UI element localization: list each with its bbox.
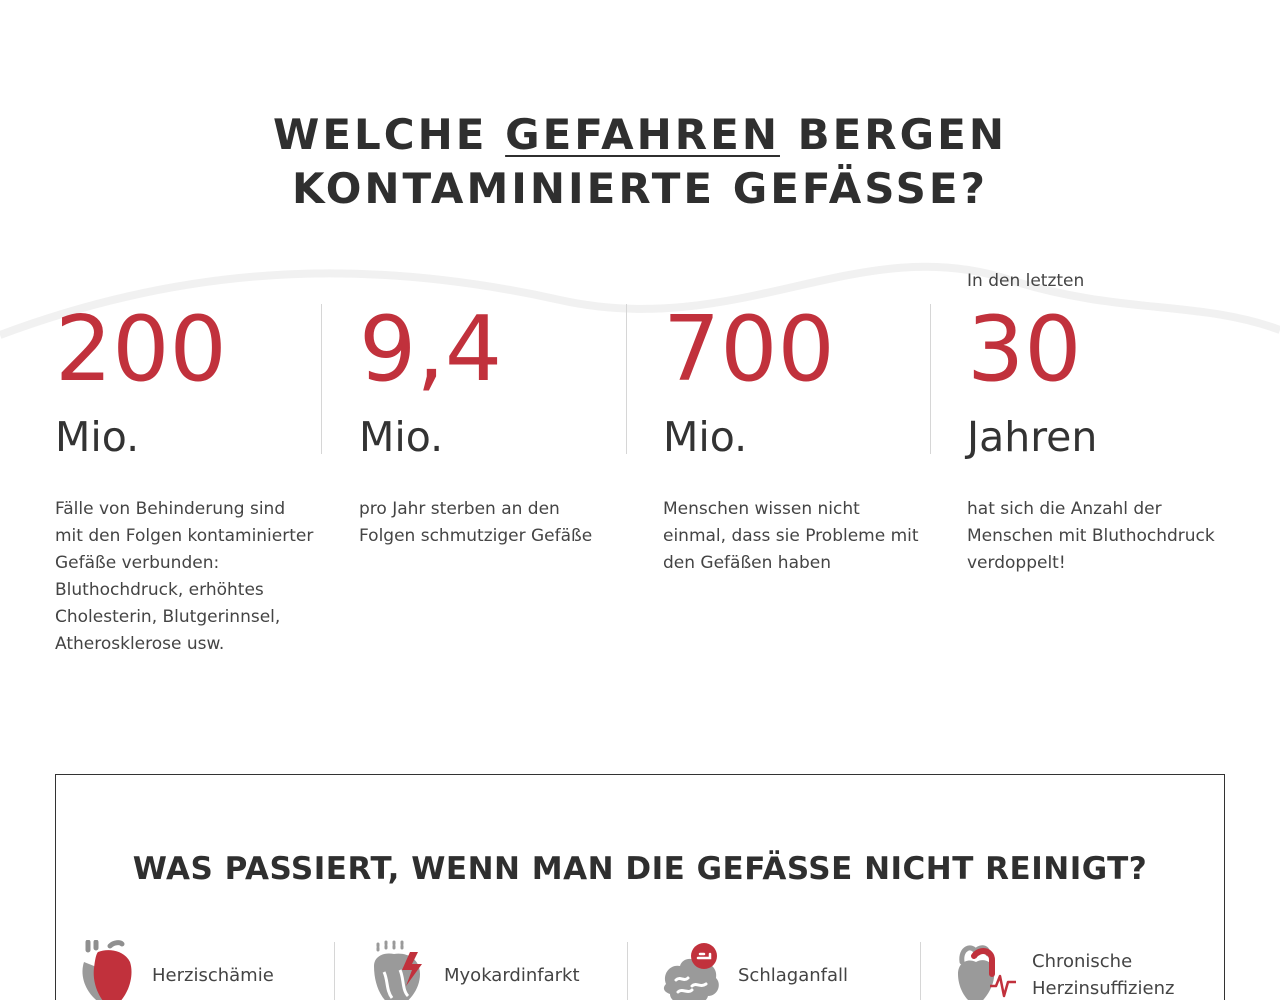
disease-label: Herzischämie xyxy=(152,964,274,986)
stat-number: 30 xyxy=(967,297,1082,402)
stat-description: Fälle von Behinderung sind mit den Folge… xyxy=(55,499,314,654)
stat-description: Menschen wissen nicht einmal, dass sie P… xyxy=(663,499,919,573)
stat-prefix: In den letzten xyxy=(967,271,1085,291)
stat-number: 200 xyxy=(55,297,227,402)
disease-label: Schlaganfall xyxy=(738,964,848,986)
title-emphasis: GEFAHREN xyxy=(505,110,780,159)
stat-description: pro Jahr sterben an den Folgen schmutzig… xyxy=(359,499,593,546)
disease-divider xyxy=(334,942,335,1000)
stat-unit: Mio. xyxy=(55,413,140,461)
disease-item: Herzischämie xyxy=(74,935,274,1000)
heart-icon xyxy=(82,940,132,1000)
disease-divider xyxy=(920,942,921,1000)
stat-number: 9,4 xyxy=(359,297,503,402)
stat-unit: Mio. xyxy=(359,413,444,461)
disease-item: Schlaganfall xyxy=(660,935,848,1000)
stat-number: 700 xyxy=(663,297,835,402)
brain-icon xyxy=(663,943,719,1000)
disease-item: Myokardinfarkt xyxy=(366,935,580,1000)
consequences-box: WAS PASSIERT, WENN MAN DIE GEFÄSSE NICHT… xyxy=(55,774,1225,1000)
stat-divider xyxy=(626,304,627,454)
consequences-title: WAS PASSIERT, WENN MAN DIE GEFÄSSE NICHT… xyxy=(132,851,1148,887)
stat-divider xyxy=(930,304,931,454)
disease-label: Chronische Herzinsuffizienz xyxy=(1032,951,1175,999)
heart-attack-icon xyxy=(374,940,422,1000)
stat-description: hat sich die Anzahl der Menschen mit Blu… xyxy=(967,499,1215,573)
background-wave xyxy=(0,262,1280,339)
heart-pulse-icon xyxy=(958,945,1016,1000)
disease-label: Myokardinfarkt xyxy=(444,964,580,986)
stat-unit: Jahren xyxy=(967,413,1098,461)
disease-item: Chronische Herzinsuffizienz xyxy=(952,935,1182,1000)
page-title: WELCHE GEFAHREN BERGEN KONTAMINIERTE GEF… xyxy=(273,110,1007,213)
disease-divider xyxy=(627,942,628,1000)
stat-unit: Mio. xyxy=(663,413,748,461)
stat-divider xyxy=(321,304,322,454)
